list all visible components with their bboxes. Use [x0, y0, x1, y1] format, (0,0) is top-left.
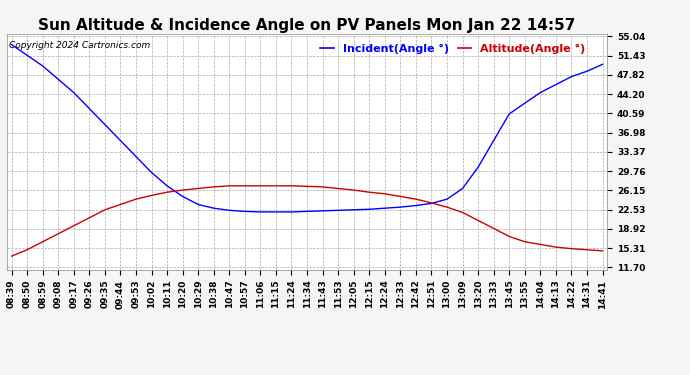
Text: Copyright 2024 Cartronics.com: Copyright 2024 Cartronics.com [9, 41, 150, 50]
Title: Sun Altitude & Incidence Angle on PV Panels Mon Jan 22 14:57: Sun Altitude & Incidence Angle on PV Pan… [39, 18, 575, 33]
Legend: Incident(Angle °), Altitude(Angle °): Incident(Angle °), Altitude(Angle °) [316, 39, 590, 58]
